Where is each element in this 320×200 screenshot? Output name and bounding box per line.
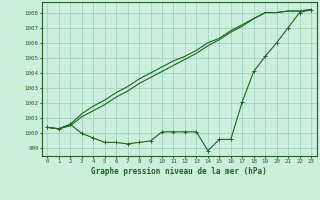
X-axis label: Graphe pression niveau de la mer (hPa): Graphe pression niveau de la mer (hPa) xyxy=(91,167,267,176)
